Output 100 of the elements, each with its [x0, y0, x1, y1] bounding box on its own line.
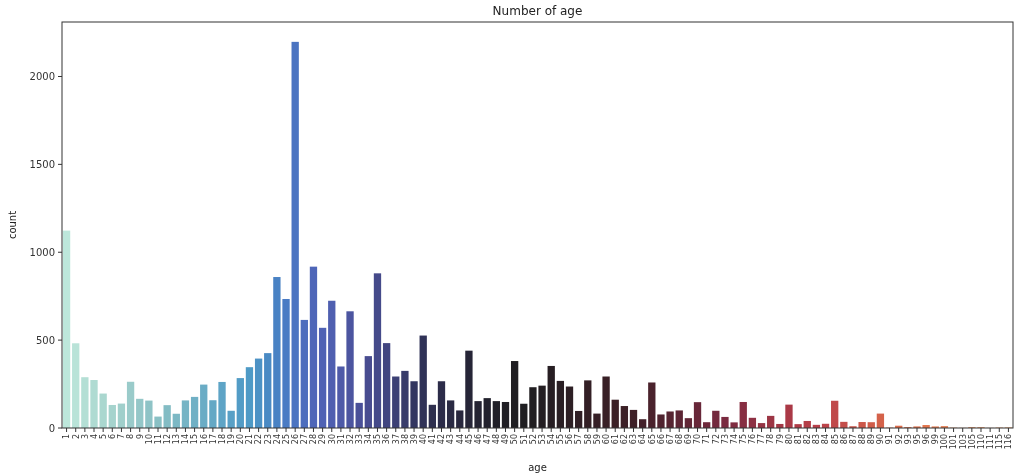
x-tick-label: 100 [940, 434, 950, 450]
x-tick-label: 67 [665, 434, 675, 445]
x-tick-label: 45 [464, 434, 474, 445]
x-tick-label: 51 [519, 434, 529, 445]
x-tick-label: 20 [236, 434, 246, 445]
x-tick-label: 5 [98, 434, 108, 440]
x-tick-label: 101 [949, 434, 959, 450]
x-tick-label: 1 [62, 434, 72, 440]
x-tick-label: 66 [656, 434, 666, 445]
x-tick-label: 103 [958, 434, 968, 450]
x-tick-label: 64 [638, 434, 648, 445]
x-tick-label: 50 [510, 434, 520, 445]
x-tick-label: 9 [135, 434, 145, 440]
x-tick-label: 25 [281, 434, 291, 445]
x-tick-label: 7 [117, 434, 127, 440]
x-tick-label: 81 [793, 434, 803, 445]
x-tick-label: 90 [876, 434, 886, 445]
x-tick-label: 31 [336, 434, 346, 445]
x-tick-label: 77 [757, 434, 767, 445]
x-tick-label: 39 [409, 434, 419, 445]
x-tick-label: 42 [437, 434, 447, 445]
x-tick-label: 27 [300, 434, 310, 445]
x-tick-label: 88 [857, 434, 867, 445]
x-tick-label: 89 [867, 434, 877, 445]
x-tick-label: 14 [181, 434, 191, 445]
x-tick-label: 22 [254, 434, 264, 445]
x-tick-label: 62 [620, 434, 630, 445]
x-tick-label: 83 [812, 434, 822, 445]
x-tick-label: 59 [592, 434, 602, 445]
x-tick-label: 75 [739, 434, 749, 445]
x-tick-label: 47 [483, 434, 493, 445]
x-tick-label: 69 [684, 434, 694, 445]
x-tick-label: 84 [821, 434, 831, 445]
x-tick-label: 44 [455, 434, 465, 445]
x-tick-label: 32 [345, 434, 355, 445]
x-tick-label: 38 [400, 434, 410, 445]
x-tick-label: 12 [162, 434, 172, 445]
x-tick-label: 86 [839, 434, 849, 445]
x-tick-label: 60 [601, 434, 611, 445]
y-tick-label: 1500 [29, 158, 55, 170]
x-tick-label: 115 [995, 434, 1005, 450]
x-tick-label: 4 [89, 434, 99, 440]
x-tick-label: 30 [327, 434, 337, 445]
x-tick-label: 24 [272, 434, 282, 445]
x-tick-label: 16 [199, 434, 209, 445]
x-tick-label: 65 [647, 434, 657, 445]
x-tick-label: 73 [720, 434, 730, 445]
x-tick-label: 53 [537, 434, 547, 445]
x-tick-label: 15 [190, 434, 200, 445]
x-tick-label: 43 [446, 434, 456, 445]
x-tick-label: 70 [693, 434, 703, 445]
x-tick-label: 58 [583, 434, 593, 445]
x-tick-label: 92 [894, 434, 904, 445]
y-tick-label: 0 [48, 422, 55, 434]
x-tick-label: 71 [702, 434, 712, 445]
x-tick-label: 33 [354, 434, 364, 445]
x-tick-label: 48 [492, 434, 502, 445]
y-tick-label: 2000 [29, 70, 55, 82]
x-tick-label: 95 [912, 434, 922, 445]
x-tick-label: 23 [263, 434, 273, 445]
x-tick-label: 74 [729, 434, 739, 445]
x-tick-label: 78 [766, 434, 776, 445]
y-tick-label: 1000 [29, 246, 55, 258]
x-tick-label: 56 [565, 434, 575, 445]
x-tick-label: 29 [318, 434, 328, 445]
x-tick-label: 10 [144, 434, 154, 445]
x-tick-label: 61 [611, 434, 621, 445]
x-tick-label: 110 [976, 434, 986, 450]
x-tick-label: 26 [290, 434, 300, 445]
x-tick-label: 91 [885, 434, 895, 445]
x-tick-label: 82 [803, 434, 813, 445]
x-tick-label: 37 [391, 434, 401, 445]
chart-title: Number of age [492, 4, 583, 18]
x-tick-label: 85 [830, 434, 840, 445]
x-tick-label: 55 [556, 434, 566, 445]
x-tick-label: 99 [931, 434, 941, 445]
x-tick-label: 68 [675, 434, 685, 445]
x-tick-label: 63 [629, 434, 639, 445]
x-tick-label: 105 [967, 434, 977, 450]
x-tick-label: 11 [153, 434, 163, 445]
x-tick-label: 36 [382, 434, 392, 445]
x-tick-label: 8 [126, 434, 136, 440]
x-axis-title: age [528, 462, 547, 473]
x-tick-label: 111 [985, 434, 995, 450]
x-tick-label: 40 [419, 434, 428, 445]
x-tick-label: 52 [528, 434, 538, 445]
x-tick-label: 96 [921, 434, 931, 445]
x-tick-label: 28 [309, 434, 319, 445]
x-tick-label: 34 [364, 434, 374, 445]
x-tick-label: 57 [574, 434, 584, 445]
x-tick-label: 46 [473, 434, 483, 445]
x-tick-label: 116 [1004, 434, 1014, 450]
x-tick-label: 49 [501, 434, 511, 445]
x-tick-label: 72 [711, 434, 721, 445]
x-tick-label: 54 [547, 434, 557, 445]
y-axis-title: count [7, 210, 18, 240]
x-tick-label: 6 [108, 434, 118, 440]
x-tick-label: 13 [172, 434, 182, 445]
x-tick-label: 80 [784, 434, 794, 445]
x-tick-label: 35 [373, 434, 383, 445]
